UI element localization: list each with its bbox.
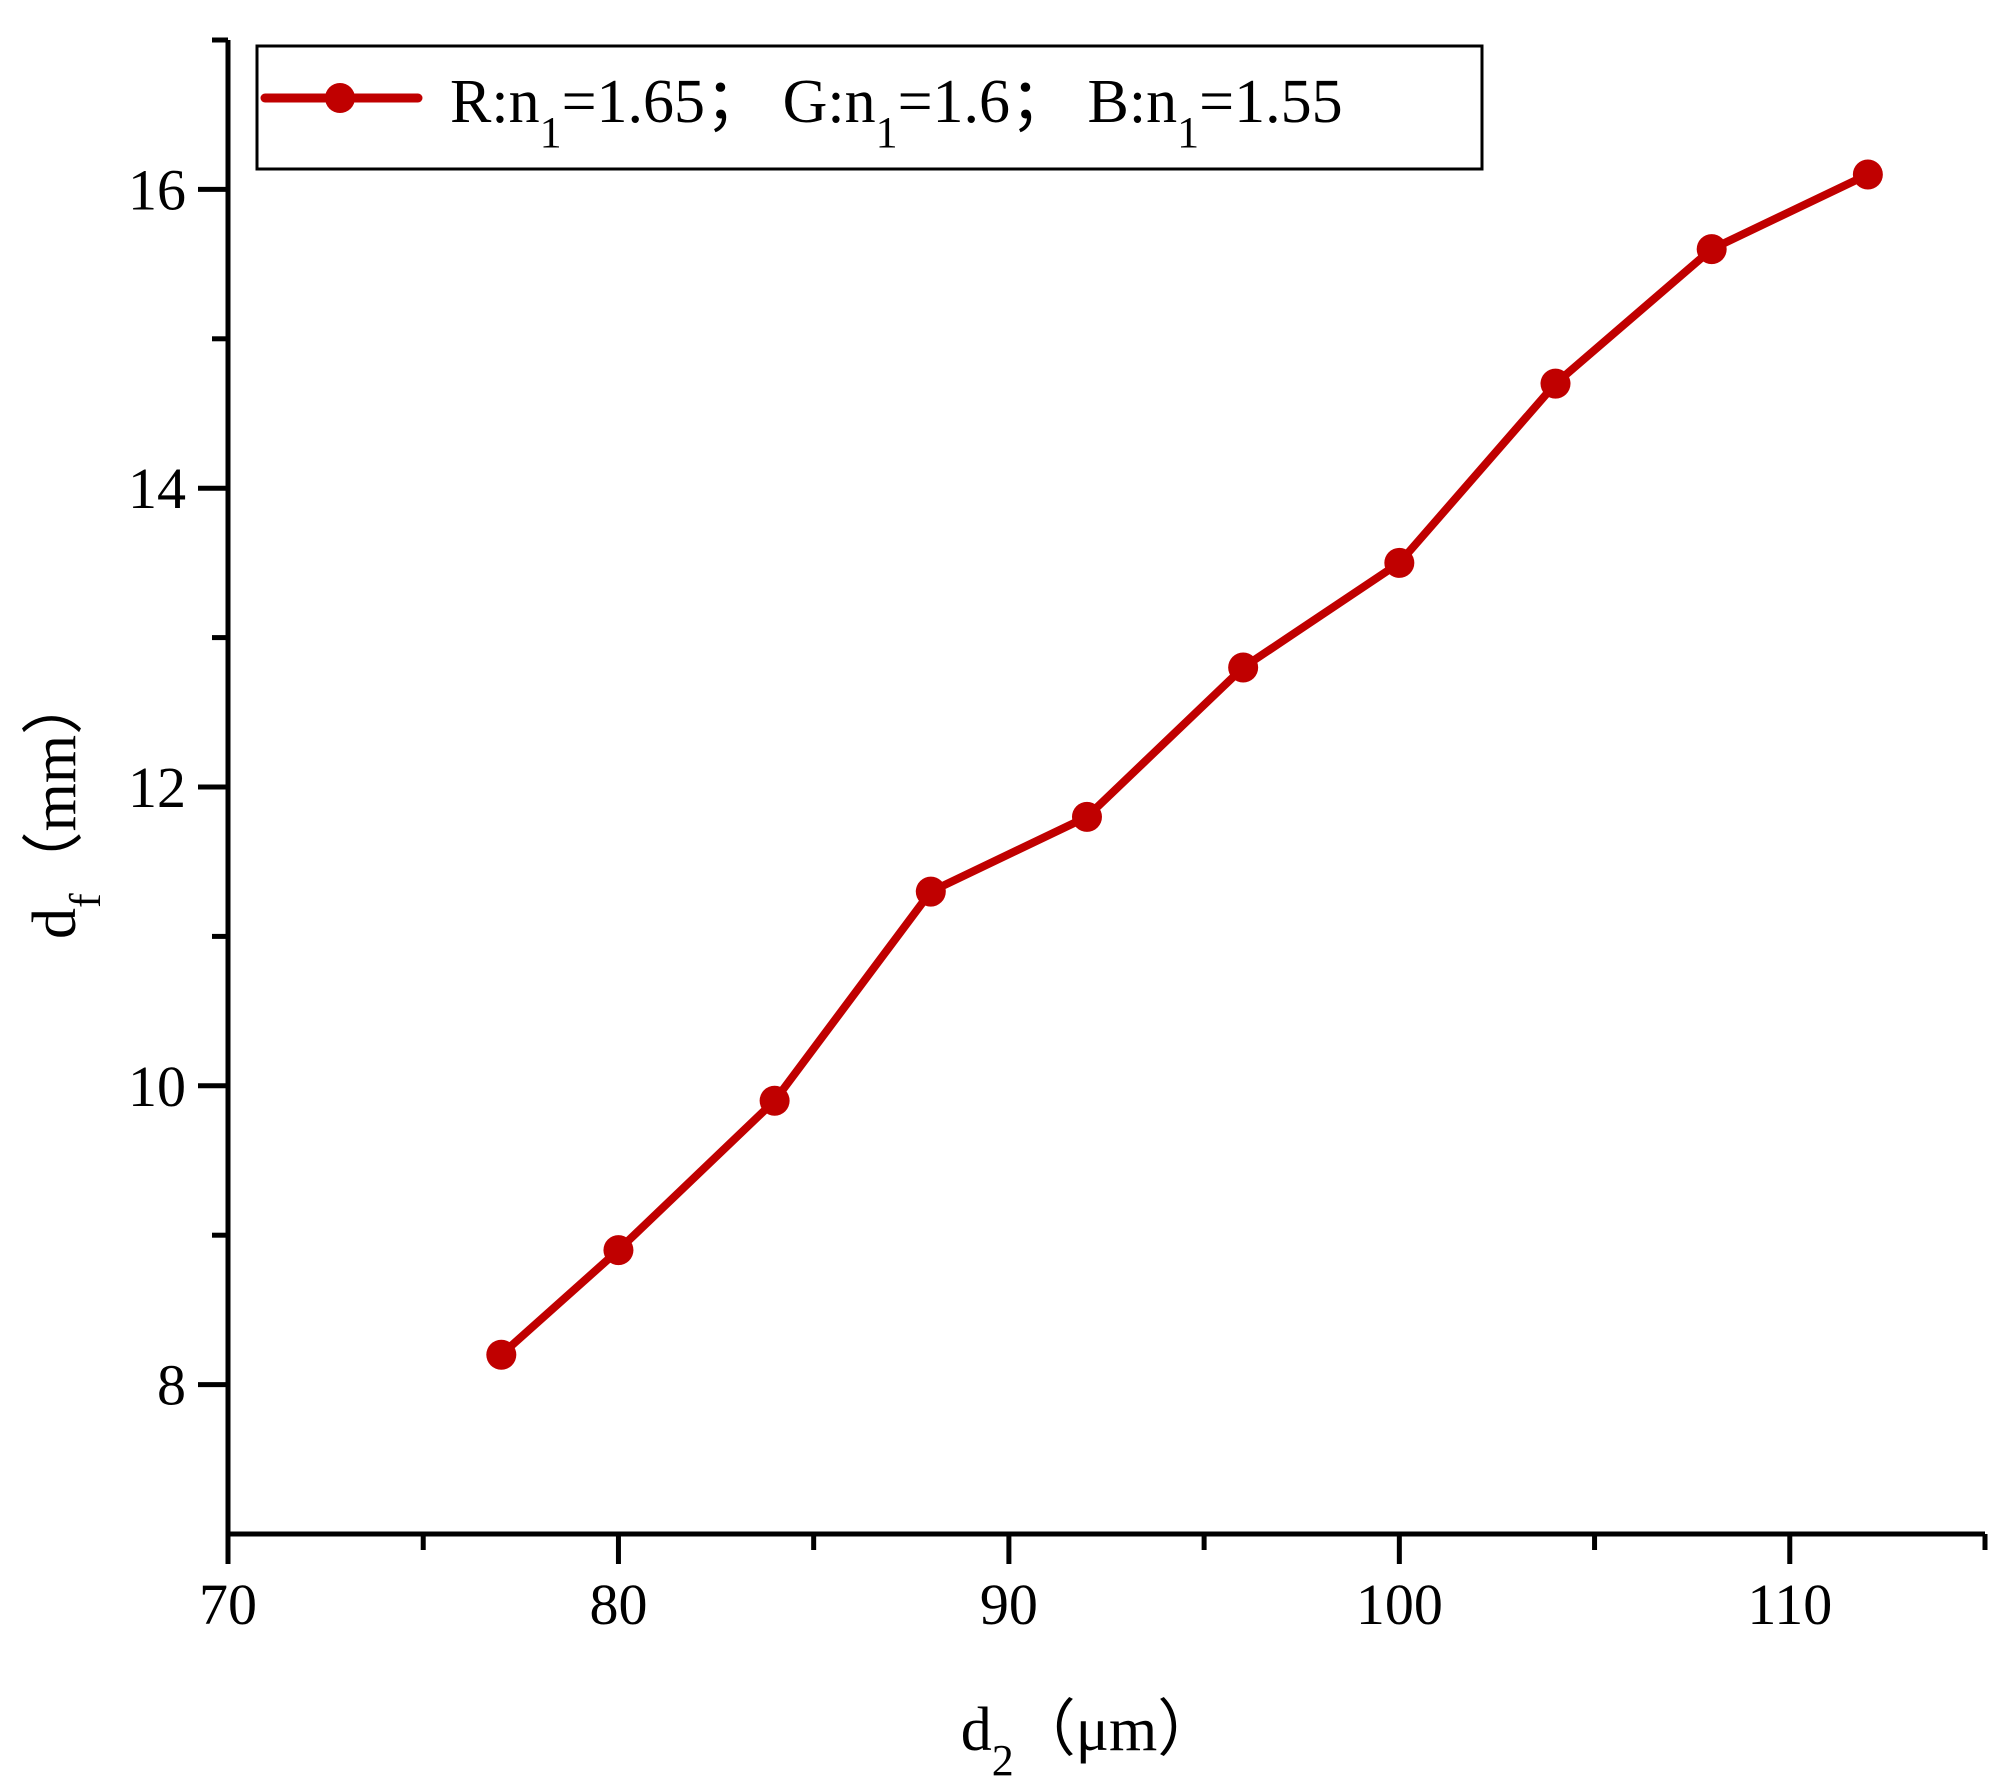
- y-tick-label: 8: [157, 1353, 186, 1418]
- x-axis-title: d2（μm）: [961, 1696, 1219, 1785]
- data-point: [759, 1085, 790, 1116]
- legend-entry: R:n1=1.65； G:n1=1.6； B:n1=1.55: [450, 68, 1343, 157]
- data-point: [1071, 801, 1102, 832]
- legend-box: [255, 44, 1484, 171]
- x-tick-label: 100: [1356, 1572, 1443, 1637]
- x-tick-label: 80: [589, 1572, 647, 1637]
- data-point: [1540, 368, 1571, 399]
- y-tick-label: 14: [128, 456, 186, 521]
- data-point: [603, 1235, 634, 1266]
- data-point: [1696, 234, 1727, 265]
- x-tick-label: 110: [1747, 1572, 1832, 1637]
- data-point: [486, 1339, 517, 1370]
- x-tick-label: 70: [199, 1572, 257, 1637]
- x-tick-label: 90: [980, 1572, 1038, 1637]
- y-tick-label: 16: [128, 157, 186, 222]
- y-tick-label: 10: [128, 1054, 186, 1119]
- data-point: [1852, 159, 1883, 190]
- legend-marker-swatch: [325, 83, 355, 113]
- data-point: [915, 876, 946, 907]
- legend: R:n1=1.65； G:n1=1.6； B:n1=1.55: [255, 44, 1484, 171]
- ticks: 70 80 90 100 110 8 10 12 14 16: [128, 37, 1988, 1637]
- y-axis-title: df（mm）: [21, 673, 110, 939]
- series-layer: [486, 159, 1883, 1370]
- axes: [225, 40, 1985, 1537]
- series-line: [498, 170, 1870, 1358]
- y-tick-label: 12: [128, 755, 186, 820]
- data-point: [1384, 547, 1415, 578]
- data-point: [1228, 652, 1259, 683]
